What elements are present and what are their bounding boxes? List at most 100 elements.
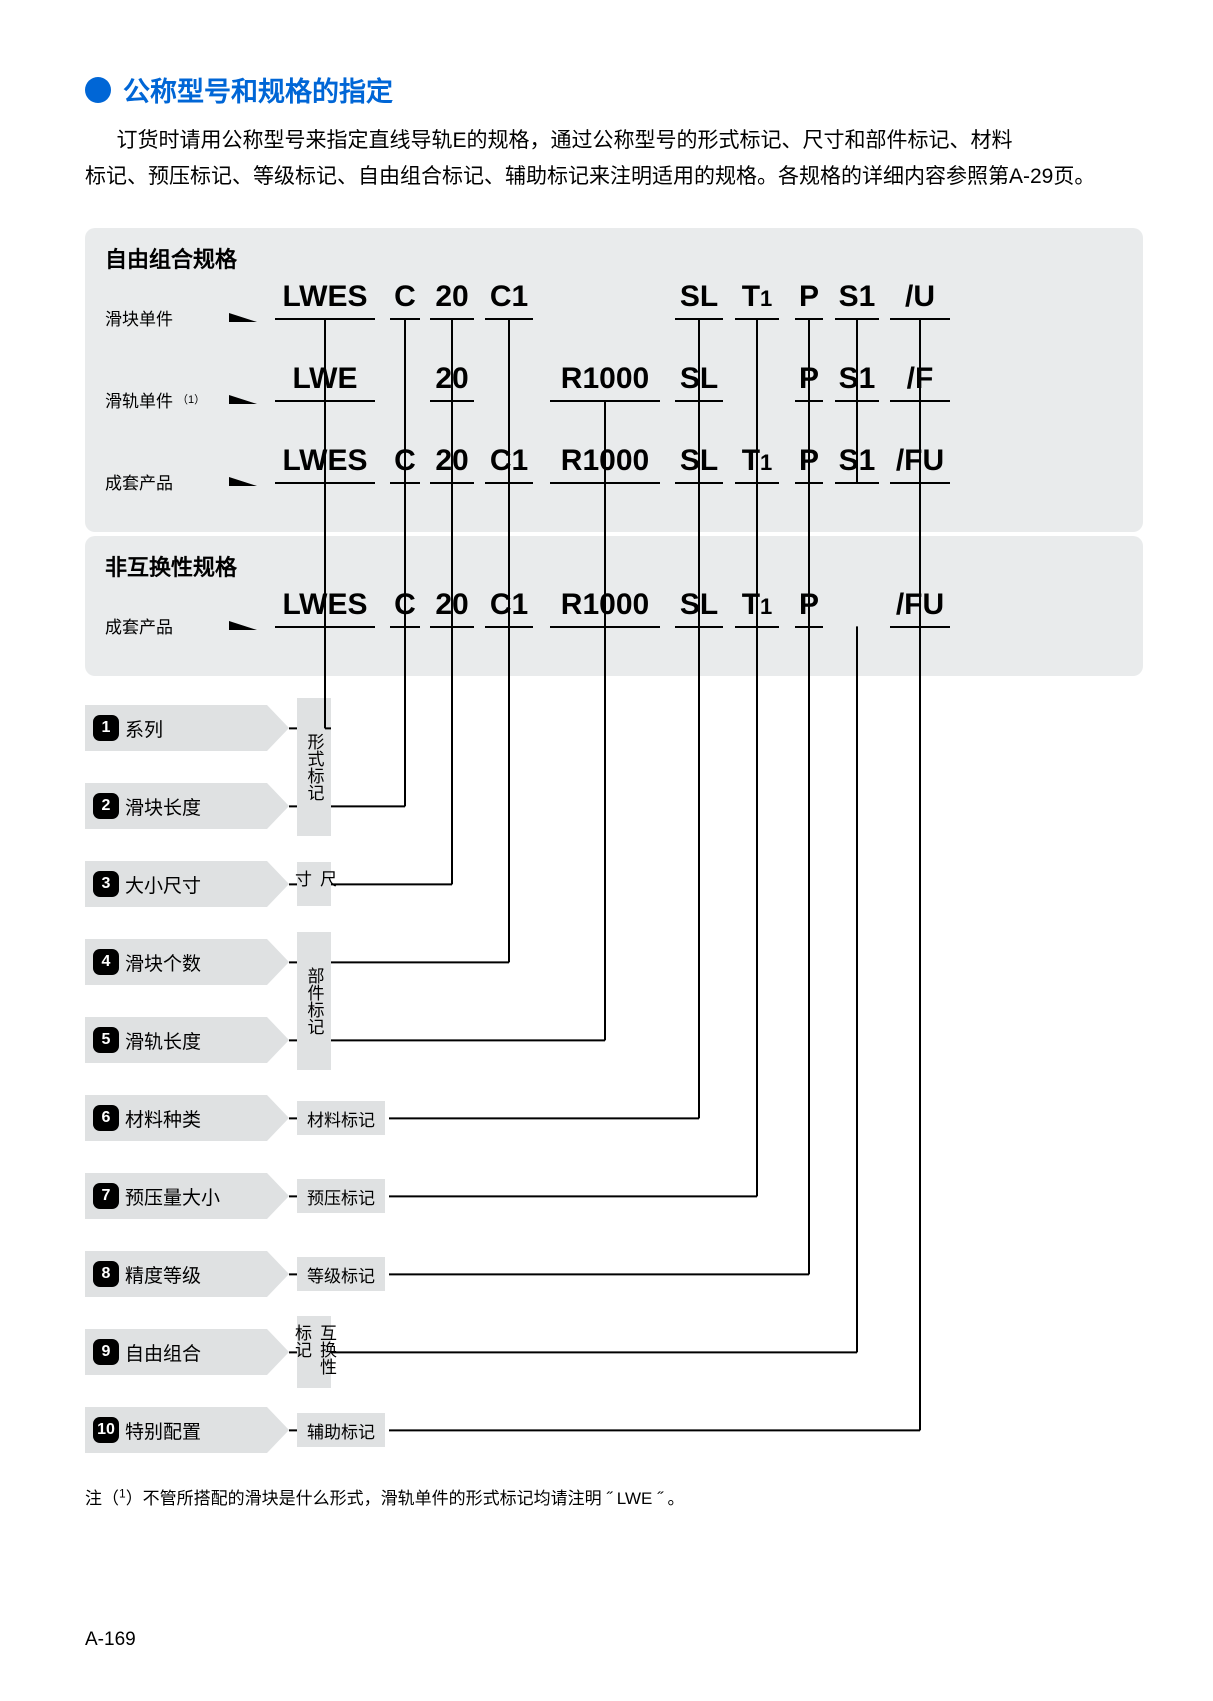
code-cell-c6: SL [675, 362, 723, 396]
category-label: 等级标记 [297, 1257, 385, 1291]
page-number: A-169 [85, 1629, 136, 1651]
spec-group: 非互换性规格成套产品LWES C 20 C1 R1000 SL T1 P/FU [85, 536, 1143, 676]
code-cell-c2: C [390, 280, 420, 314]
intro-line1: 订货时请用公称型号来指定直线导轨E的规格，通过公称型号的形式标记、尺寸和部件标记… [117, 129, 1013, 152]
intro-paragraph: 订货时请用公称型号来指定直线导轨E的规格，通过公称型号的形式标记、尺寸和部件标记… [85, 123, 1143, 194]
bullet-icon [85, 77, 111, 103]
legend-number: 3 [93, 871, 119, 897]
code-cell-c10: /FU [890, 588, 950, 622]
legend-number: 10 [93, 1417, 119, 1443]
pointer-icon [229, 621, 257, 630]
code-cell-c9: S1 [835, 280, 879, 314]
code-cell-c1: LWES [275, 444, 375, 478]
legend-chip: 2滑块长度 [85, 783, 267, 829]
category-label: 辅助标记 [297, 1413, 385, 1447]
legend-row: 4滑块个数 [85, 938, 1143, 986]
legend-number: 2 [93, 793, 119, 819]
legend-label: 精度等级 [125, 1261, 201, 1288]
spec-row-label: 滑块单件 [105, 305, 275, 330]
code-cell-c4: C1 [485, 280, 533, 314]
code-cell-c9: S1 [835, 444, 879, 478]
code-cell-c6: SL [675, 280, 723, 314]
pointer-icon [229, 313, 257, 322]
category-label: 材料标记 [297, 1101, 385, 1135]
legend-chip: 10特别配置 [85, 1407, 267, 1453]
legend-label: 滑轨长度 [125, 1027, 201, 1054]
spec-group: 自由组合规格滑块单件LWESC20C1SLT1PS1/U滑轨单件（1）LWE20… [85, 228, 1143, 532]
code-cell-c7: T1 [735, 280, 779, 314]
legend-label: 滑块长度 [125, 793, 201, 820]
legend-chip: 8精度等级 [85, 1251, 267, 1297]
code-cell-c8: P [795, 588, 823, 622]
code-cell-c7: T1 [735, 444, 779, 478]
legend-number: 7 [93, 1183, 119, 1209]
code-cell-c5: R1000 [550, 588, 660, 622]
code-cell-c3: 20 [430, 444, 474, 478]
code-cell-c1: LWES [275, 588, 375, 622]
legend-chip: 7预压量大小 [85, 1173, 267, 1219]
legend-number: 9 [93, 1339, 119, 1365]
section-header: 公称型号和规格的指定 [85, 70, 1143, 109]
spec-row-label: 成套产品 [105, 469, 275, 494]
spec-row-label: 滑轨单件（1） [105, 387, 275, 412]
spec-container: 自由组合规格滑块单件LWESC20C1SLT1PS1/U滑轨单件（1）LWE20… [85, 228, 1143, 676]
legend-row: 3大小尺寸 [85, 860, 1143, 908]
spec-row: 滑轨单件（1）LWE 20 R1000 SL P S1/F [105, 358, 1123, 440]
code-cell-c3: 20 [430, 362, 474, 396]
code-cell-c2: C [390, 588, 420, 622]
legend-label: 材料种类 [125, 1105, 201, 1132]
code-cell-c8: P [795, 444, 823, 478]
intro-line2: 标记、预压标记、等级标记、自由组合标记、辅助标记来注明适用的规格。各规格的详细内… [85, 165, 1095, 188]
pointer-icon [229, 395, 257, 404]
category-label: 形式标记 [297, 698, 331, 836]
legend-chip: 1系列 [85, 705, 267, 751]
code-cell-c10: /F [890, 362, 950, 396]
code-cell-c8: P [795, 362, 823, 396]
footnote: 注（1）不管所搭配的滑块是什么形式，滑轨单件的形式标记均请注明 ˝ LWE ˝ … [85, 1484, 1143, 1509]
code-cell-c6: SL [675, 588, 723, 622]
legend-label: 预压量大小 [125, 1183, 220, 1210]
legend-number: 5 [93, 1027, 119, 1053]
legend-chip: 9自由组合 [85, 1329, 267, 1375]
code-cell-c5: R1000 [550, 362, 660, 396]
category-label: 尺寸 [297, 862, 331, 906]
category-label: 互换性标记 [297, 1316, 331, 1388]
code-cell-c6: SL [675, 444, 723, 478]
code-cell-c3: 20 [430, 280, 474, 314]
spec-row-label: 成套产品 [105, 613, 275, 638]
legend-row: 8精度等级 [85, 1250, 1143, 1298]
legend-area: 1系列 2滑块长度 3大小尺寸 4滑块个数 5滑轨长度 6材料种类 7预压量大小 8精度等级 9… [85, 704, 1143, 1454]
legend-label: 系列 [125, 715, 163, 742]
spec-group-title: 自由组合规格 [105, 242, 1123, 274]
footnote-text: ）不管所搭配的滑块是什么形式，滑轨单件的形式标记均请注明 ˝ LWE ˝ 。 [126, 1489, 685, 1508]
code-cell-c3: 20 [430, 588, 474, 622]
code-cell-c7: T1 [735, 588, 779, 622]
pointer-icon [229, 477, 257, 486]
code-row: LWESC20C1SLT1PS1/U [275, 276, 1123, 358]
code-cell-c10: /FU [890, 444, 950, 478]
category-label: 预压标记 [297, 1179, 385, 1213]
spec-group-title: 非互换性规格 [105, 550, 1123, 582]
legend-row: 10特别配置 [85, 1406, 1143, 1454]
code-row: LWESC20C1R1000SLT1PS1/FU [275, 440, 1123, 522]
footnote-prefix: 注（ [85, 1489, 119, 1508]
legend-row: 9自由组合 [85, 1328, 1143, 1376]
legend-label: 自由组合 [125, 1339, 201, 1366]
spec-row: 滑块单件LWESC20C1SLT1PS1/U [105, 276, 1123, 358]
legend-number: 1 [93, 715, 119, 741]
spec-row: 成套产品LWESC20C1R1000SLT1PS1/FU [105, 440, 1123, 522]
section-title: 公称型号和规格的指定 [123, 70, 393, 109]
code-cell-c1: LWES [275, 280, 375, 314]
code-cell-c4: C1 [485, 588, 533, 622]
footnote-sup: 1 [119, 1487, 126, 1501]
code-cell-c9: S1 [835, 362, 879, 396]
legend-label: 滑块个数 [125, 949, 201, 976]
code-cell-c5: R1000 [550, 444, 660, 478]
code-cell-c2: C [390, 444, 420, 478]
code-row: LWE 20 R1000 SL P S1/F [275, 358, 1123, 440]
code-cell-c1: LWE [275, 362, 375, 396]
legend-number: 6 [93, 1105, 119, 1131]
category-label: 部件标记 [297, 932, 331, 1070]
legend-label: 特别配置 [125, 1417, 201, 1444]
legend-row: 7预压量大小 [85, 1172, 1143, 1220]
